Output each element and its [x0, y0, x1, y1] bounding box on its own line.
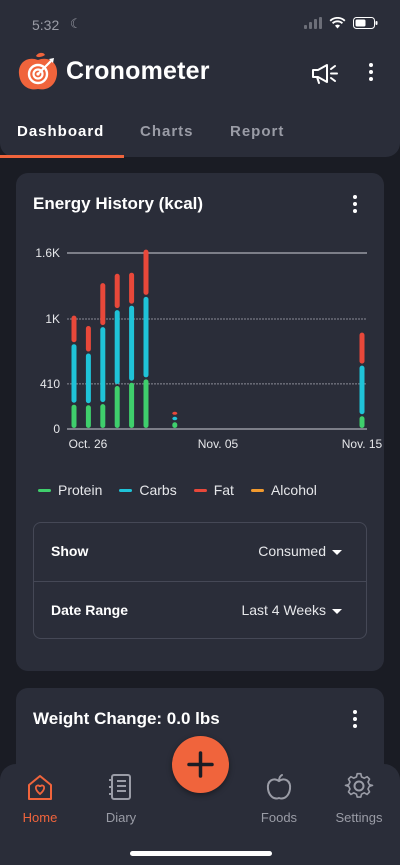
tab-bar: Dashboard Charts Report: [0, 118, 400, 158]
legend-protein: Protein: [38, 482, 102, 498]
x-tick-label: Oct. 26: [69, 437, 108, 451]
y-tick-label: 1K: [45, 312, 60, 326]
bar-fat: [100, 283, 106, 326]
nav-settings-label: Settings: [335, 810, 383, 825]
nav-diary[interactable]: Diary: [86, 772, 156, 825]
status-icons: [304, 17, 378, 29]
legend-carbs: Carbs: [119, 482, 177, 498]
bar-carbs: [85, 353, 91, 404]
bar-carbs: [129, 305, 135, 381]
legend-fat-label: Fat: [213, 482, 234, 498]
bar-protein: [359, 416, 365, 428]
date-range-label: Date Range: [51, 602, 129, 618]
legend-fat: Fat: [193, 482, 234, 498]
caret-down-icon: [332, 609, 342, 614]
apple-icon: [266, 774, 292, 800]
bar-protein: [114, 386, 120, 428]
legend-protein-label: Protein: [58, 482, 103, 498]
show-label: Show: [51, 543, 89, 559]
bar-fat: [143, 249, 149, 295]
bar-fat: [172, 411, 178, 415]
bar-protein: [172, 422, 178, 428]
bar-carbs: [114, 310, 120, 384]
energy-history-chart: 0 410 1K 1.6K Oct. 26 Nov. 05 Nov. 15: [35, 246, 383, 451]
energy-card-menu-icon[interactable]: [352, 195, 358, 216]
bar-protein: [85, 405, 91, 428]
bar-protein: [71, 404, 77, 428]
legend-carbs-label: Carbs: [139, 482, 177, 498]
megaphone-icon[interactable]: [310, 61, 340, 87]
nav-home-label: Home: [22, 810, 58, 825]
tab-charts[interactable]: Charts: [140, 123, 194, 140]
add-button[interactable]: [172, 736, 229, 793]
tab-dashboard[interactable]: Dashboard: [17, 123, 105, 140]
bar-fat: [71, 315, 77, 343]
wifi-icon: [329, 17, 346, 29]
bar-carbs: [172, 416, 178, 421]
x-tick-label: Nov. 05: [198, 437, 239, 451]
gear-icon: [344, 772, 374, 798]
weight-card-title: Weight Change: 0.0 lbs: [33, 709, 220, 728]
battery-icon: [353, 17, 378, 29]
bar-fat: [129, 272, 135, 304]
app-title: Cronometer: [66, 57, 210, 85]
energy-history-card: Energy History (kcal): [16, 173, 384, 671]
energy-card-title: Energy History (kcal): [33, 194, 204, 213]
legend-alcohol-label: Alcohol: [270, 482, 317, 498]
bar-carbs: [143, 296, 149, 378]
show-select[interactable]: Show Consumed: [34, 523, 366, 581]
cronometer-logo-icon: [18, 52, 58, 90]
y-tick-label: 410: [40, 377, 60, 391]
y-tick-label: 0: [53, 422, 60, 436]
moon-icon: ☾: [70, 16, 82, 31]
nav-foods[interactable]: Foods: [244, 772, 314, 825]
home-indicator: [130, 851, 272, 856]
bar-fat: [114, 273, 120, 309]
bar-protein: [143, 379, 149, 428]
status-time: 5:32: [32, 17, 60, 33]
nav-foods-label: Foods: [260, 810, 298, 825]
bar-protein: [100, 404, 106, 428]
date-range-select[interactable]: Date Range Last 4 Weeks: [34, 581, 366, 639]
plus-icon: [187, 751, 214, 778]
nav-settings[interactable]: Settings: [324, 772, 394, 825]
bar-carbs: [359, 365, 365, 415]
bar-fat: [359, 332, 365, 364]
diary-icon: [109, 774, 131, 800]
bar-carbs: [71, 344, 77, 403]
app-header: 5:32 ☾ Cronometer: [0, 0, 400, 158]
chart-legend: Protein Carbs Fat Alcohol: [38, 482, 334, 498]
overflow-menu-icon[interactable]: [368, 63, 374, 84]
bar-fat: [85, 326, 91, 352]
caret-down-icon: [332, 550, 342, 555]
weight-card-menu-icon[interactable]: [352, 710, 358, 731]
bar-protein: [129, 382, 135, 428]
home-heart-icon: [28, 775, 52, 800]
signal-icon: [304, 17, 322, 29]
show-value: Consumed: [258, 543, 326, 559]
y-tick-label: 1.6K: [35, 246, 60, 260]
x-tick-label: Nov. 15: [342, 437, 383, 451]
date-range-value: Last 4 Weeks: [241, 602, 326, 618]
nav-home[interactable]: Home: [5, 772, 75, 825]
legend-alcohol: Alcohol: [250, 482, 317, 498]
chart-options: Show Consumed Date Range Last 4 Weeks: [33, 522, 367, 639]
active-tab-indicator: [0, 155, 124, 158]
nav-diary-label: Diary: [105, 810, 137, 825]
tab-report[interactable]: Report: [230, 123, 285, 140]
bar-carbs: [100, 327, 106, 403]
